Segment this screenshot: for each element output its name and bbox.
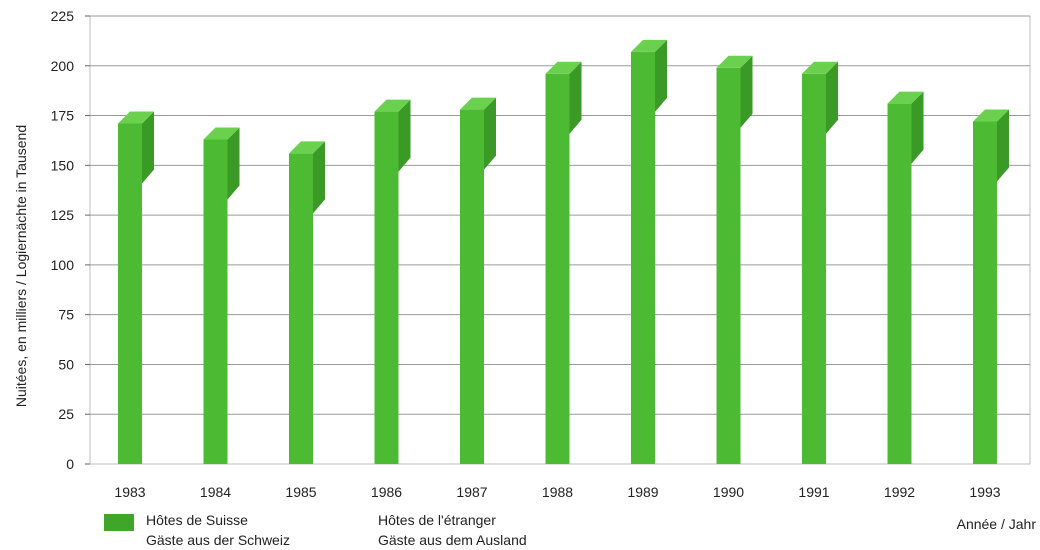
bar-side xyxy=(997,109,1009,182)
bar-side xyxy=(142,111,154,184)
x-tick-label: 1987 xyxy=(456,484,487,500)
bar-side xyxy=(484,97,496,170)
bar-front xyxy=(802,73,826,465)
bar xyxy=(887,91,924,464)
y-tick-label: 200 xyxy=(51,58,75,74)
x-tick-label: 1986 xyxy=(371,484,402,500)
bar xyxy=(716,55,753,464)
x-tick-label: 1984 xyxy=(200,484,231,500)
bar-top xyxy=(887,91,924,104)
legend-label-foreign-de: Gäste aus dem Ausland xyxy=(378,532,527,548)
y-tick-label: 50 xyxy=(58,356,74,372)
bar xyxy=(374,99,411,464)
bar-side xyxy=(740,55,753,128)
x-axis-title: Année / Jahr xyxy=(956,516,1036,532)
x-tick-label: 1990 xyxy=(713,484,744,500)
legend-item-swiss: Hôtes de Suisse Gäste aus der Schweiz xyxy=(146,510,378,550)
x-tick-label: 1991 xyxy=(798,484,829,500)
bar-top xyxy=(374,99,411,112)
y-tick-label: 100 xyxy=(51,257,75,273)
legend-item-foreign: Hôtes de l'étranger Gäste aus dem Auslan… xyxy=(378,510,610,550)
bar-front xyxy=(374,111,399,464)
bar-top xyxy=(118,111,154,124)
bar xyxy=(118,111,154,465)
legend-swatch-swiss xyxy=(104,514,134,531)
bar-top xyxy=(716,55,753,68)
bar-side xyxy=(911,91,924,164)
bar-front xyxy=(203,139,228,464)
x-tick-label: 1993 xyxy=(969,484,1000,500)
y-tick-label: 175 xyxy=(51,108,75,124)
bar-front xyxy=(545,73,570,465)
y-tick-label: 125 xyxy=(51,207,75,223)
bar xyxy=(545,61,582,465)
bar-top xyxy=(460,97,496,110)
bar-side xyxy=(313,141,325,214)
x-tick-label: 1992 xyxy=(884,484,915,500)
x-tick-label: 1985 xyxy=(285,484,316,500)
bar-front xyxy=(460,109,484,465)
bar-front xyxy=(973,121,997,464)
x-tick-label: 1989 xyxy=(627,484,658,500)
y-tick-label: 225 xyxy=(51,8,75,24)
bar-top xyxy=(289,141,325,154)
bar-front xyxy=(716,67,741,464)
bar-front xyxy=(887,103,912,464)
bar-side xyxy=(826,61,838,134)
bar xyxy=(460,97,496,465)
bar-top xyxy=(545,61,582,74)
bar-side xyxy=(398,99,411,172)
bar xyxy=(289,141,325,465)
legend: Hôtes de Suisse Gäste aus der Schweiz Hô… xyxy=(104,510,610,550)
y-tick-label: 25 xyxy=(58,406,74,422)
bar-top xyxy=(631,39,667,52)
y-tick-label: 150 xyxy=(51,157,75,173)
bar-top xyxy=(973,109,1009,122)
bar-front xyxy=(631,51,655,465)
bar-front xyxy=(289,153,313,465)
bar xyxy=(631,39,667,465)
bar-front xyxy=(118,123,142,465)
legend-label-swiss-de: Gäste aus der Schweiz xyxy=(146,532,290,548)
bar-top xyxy=(203,127,240,140)
bar xyxy=(973,109,1009,464)
legend-label-swiss-fr: Hôtes de Suisse xyxy=(146,512,248,528)
legend-label-foreign-fr: Hôtes de l'étranger xyxy=(378,512,496,528)
y-tick-label: 75 xyxy=(58,307,74,323)
bar xyxy=(802,61,838,465)
tick-layer: 0 25 50 75 100 125 150 175 200 225 1983 1984 1985 198… xyxy=(51,8,1001,500)
bar-side xyxy=(569,61,582,134)
y-axis-title: Nuitées, en milliers / Logiernächte in T… xyxy=(13,125,29,407)
bar-layer xyxy=(118,39,1009,465)
x-tick-label: 1988 xyxy=(542,484,573,500)
bar xyxy=(203,127,240,464)
y-tick-label: 0 xyxy=(66,456,74,472)
bar-top xyxy=(802,61,838,74)
bar-side xyxy=(655,39,667,112)
x-tick-label: 1983 xyxy=(114,484,145,500)
bar-side xyxy=(227,127,240,200)
